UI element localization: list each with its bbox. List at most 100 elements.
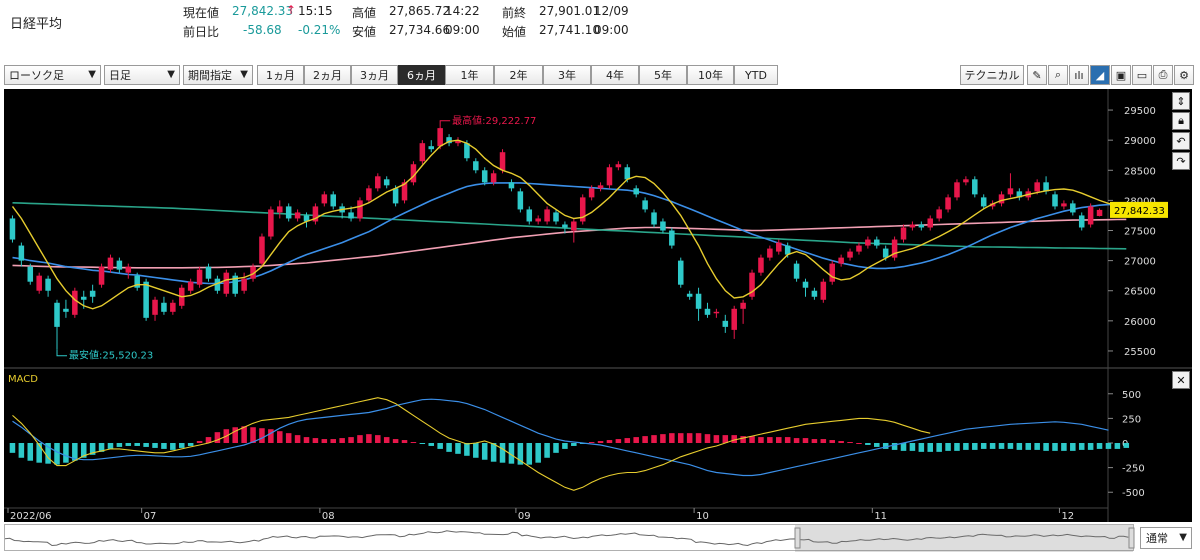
candle-body	[508, 182, 515, 189]
x-tick-label: 2022/06	[10, 511, 52, 522]
gear-icon[interactable]: ⚙	[1174, 65, 1194, 85]
period-5y[interactable]: 5年	[639, 65, 687, 85]
candle-body	[695, 293, 702, 309]
pencil-icon[interactable]: ✎	[1027, 65, 1047, 85]
folder-icon[interactable]: ▭	[1132, 65, 1152, 85]
high-annotation: 最高値:29,222.77	[452, 114, 536, 127]
range-navigator[interactable]	[4, 524, 1135, 552]
candle-body	[383, 179, 390, 186]
macd-histogram-bar	[909, 443, 916, 451]
redo-icon[interactable]: ↷	[1172, 152, 1190, 170]
prev-close-date: 12/09	[594, 4, 629, 18]
macd-histogram-bar	[651, 435, 657, 443]
macd-histogram-bar	[27, 443, 34, 461]
candle-body	[152, 299, 158, 315]
zoom-icon[interactable]: ⌕	[1048, 65, 1068, 85]
macd-histogram-bar	[303, 437, 310, 443]
macd-y-tick-label: 250	[1122, 414, 1141, 425]
macd-histogram-bar	[695, 433, 702, 443]
candle-body	[571, 221, 577, 231]
candle-body	[419, 143, 426, 162]
bar-chart-icon[interactable]: ılı	[1069, 65, 1089, 85]
macd-histogram-bar	[205, 437, 212, 443]
candle-body	[838, 257, 844, 264]
low-value: 27,734.66	[389, 23, 451, 37]
candle-body	[588, 188, 595, 198]
candle-body	[731, 308, 737, 330]
macd-histogram-bar	[731, 435, 737, 443]
navigator-mode-select[interactable]: 通常 ▼	[1140, 527, 1192, 549]
candle-body	[1016, 191, 1023, 198]
macd-histogram-bar	[900, 443, 907, 451]
area-chart-icon[interactable]: ◢	[1090, 65, 1110, 85]
index-title: 日経平均	[10, 17, 63, 32]
period-2m[interactable]: 2ヵ月	[304, 65, 351, 85]
candle-body	[909, 224, 916, 228]
x-tick-label: 11	[874, 511, 887, 522]
candle-body	[1078, 215, 1085, 228]
macd-histogram-bar	[1105, 443, 1112, 449]
change-label: 前日比	[183, 25, 220, 39]
lock-icon[interactable]: 🔒︎	[1172, 112, 1190, 130]
macd-histogram-bar	[677, 433, 684, 443]
print-icon[interactable]: ⎙	[1153, 65, 1173, 85]
candle-body	[1070, 203, 1076, 213]
candle-body	[125, 266, 132, 273]
undo-icon[interactable]: ↶	[1172, 132, 1190, 150]
candle-body	[553, 212, 559, 222]
candle-body	[758, 257, 764, 273]
save-icon[interactable]: ▣	[1111, 65, 1131, 85]
macd-histogram-bar	[178, 443, 185, 448]
period-3y[interactable]: 3年	[543, 65, 591, 85]
candle-body	[998, 194, 1005, 204]
macd-histogram-bar	[918, 443, 925, 452]
navigator-handle[interactable]	[794, 527, 801, 549]
candle-body	[624, 167, 631, 180]
chart-type-select[interactable]: ローソク足 ▼	[4, 65, 101, 85]
macd-histogram-bar	[214, 432, 221, 443]
macd-histogram-bar	[348, 437, 354, 443]
macd-histogram-bar	[1087, 443, 1094, 450]
candle-body	[401, 182, 408, 201]
macd-histogram-bar	[784, 437, 791, 443]
candle-body	[357, 200, 363, 219]
period-4y[interactable]: 4年	[591, 65, 639, 85]
macd-histogram-bar	[134, 443, 140, 446]
candle-body	[980, 197, 987, 207]
candle-body	[945, 197, 951, 210]
open-value: 27,741.10	[539, 23, 601, 37]
macd-histogram-bar	[1007, 443, 1014, 449]
macd-histogram-bar	[89, 443, 96, 455]
period-1m[interactable]: 1ヵ月	[257, 65, 304, 85]
navigator-handle[interactable]	[1128, 527, 1135, 549]
close-icon[interactable]: ✕	[1172, 371, 1190, 389]
period-2y[interactable]: 2年	[494, 65, 543, 85]
period-10y[interactable]: 10年	[687, 65, 734, 85]
candle-body	[740, 302, 746, 309]
navigator-selection[interactable]	[795, 525, 1133, 552]
candle-body	[856, 245, 862, 252]
candle-body	[36, 275, 42, 291]
period-3m[interactable]: 3ヵ月	[351, 65, 398, 85]
period-6m[interactable]: 6ヵ月	[398, 65, 445, 85]
period-range-select[interactable]: 期間指定 ▼	[183, 65, 253, 85]
candle-body	[793, 263, 800, 279]
high-time: 14:22	[445, 4, 480, 18]
macd-y-tick-label: -500	[1122, 488, 1145, 499]
interval-select[interactable]: 日足 ▼	[104, 65, 180, 85]
expand-icon[interactable]: ⇕	[1172, 92, 1190, 110]
chart-panel[interactable]: 2550026000265002700027500280002850029000…	[4, 89, 1192, 522]
macd-histogram-bar	[250, 427, 256, 443]
candle-body	[1007, 188, 1014, 195]
macd-histogram-bar	[187, 443, 194, 446]
technical-button[interactable]: テクニカル	[960, 65, 1024, 85]
candle-body	[517, 191, 524, 210]
macd-histogram-bar	[1078, 443, 1085, 450]
period-ytd[interactable]: YTD	[734, 65, 778, 85]
macd-histogram-bar	[1043, 443, 1049, 451]
macd-histogram-bar	[1061, 443, 1067, 451]
candle-body	[606, 167, 613, 186]
candle-body	[54, 302, 60, 327]
period-1y[interactable]: 1年	[445, 65, 494, 85]
